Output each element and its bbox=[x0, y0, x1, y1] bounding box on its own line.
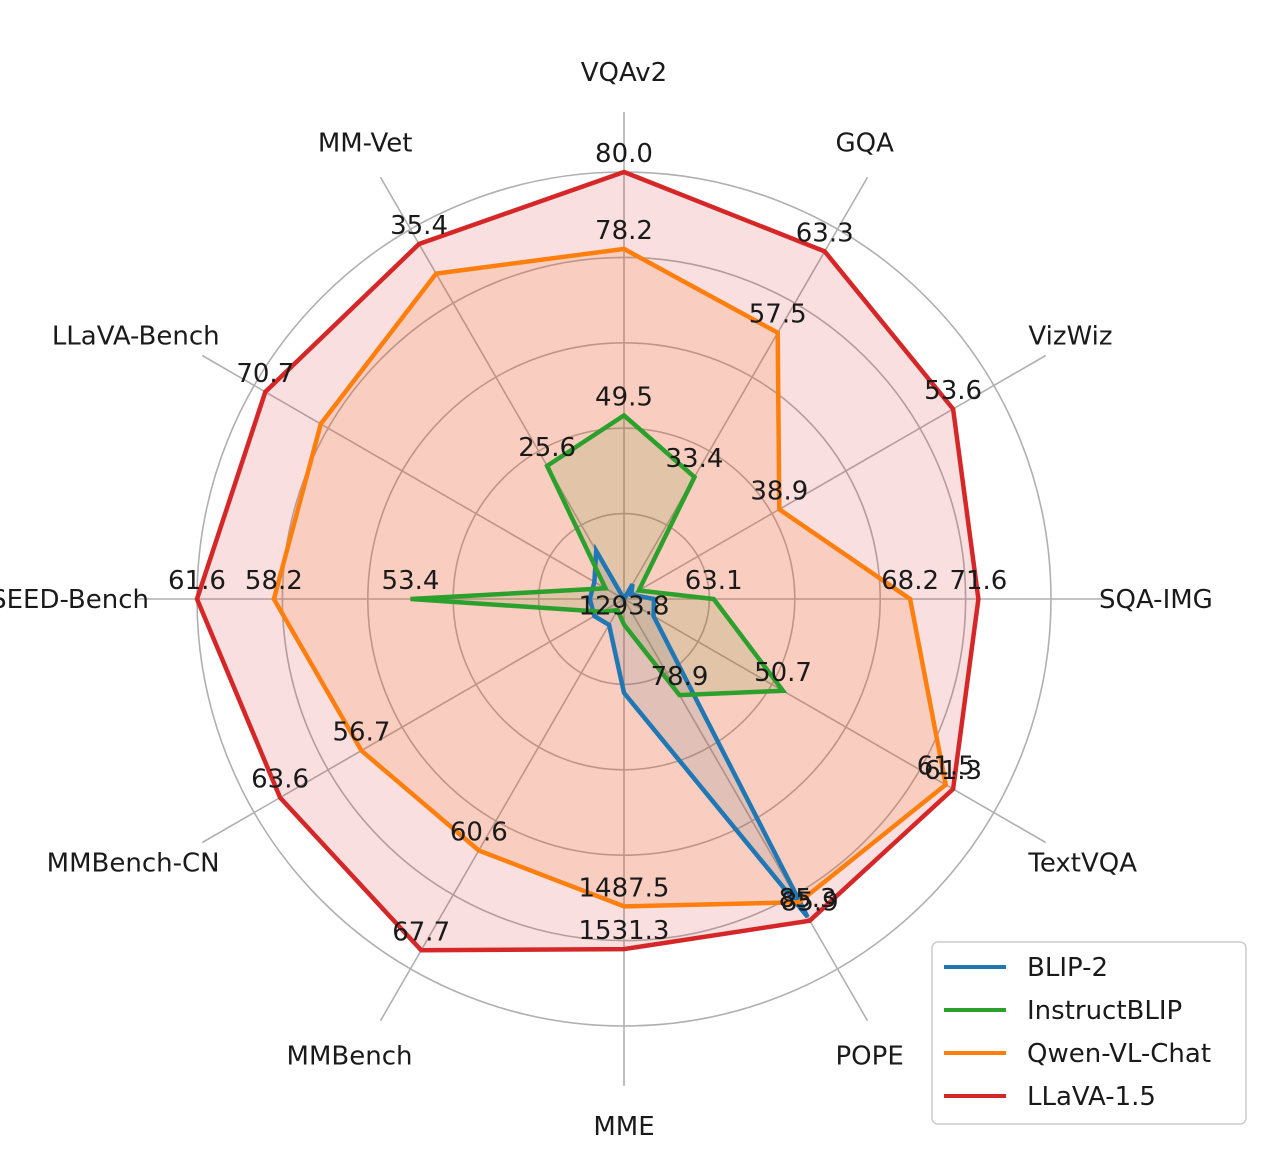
series-line-llava-1-5 bbox=[194, 169, 981, 953]
axis-label-vizwiz: VizWiz bbox=[1028, 322, 1112, 352]
value-label-qwen-vl-chat-textvqa: 61.5 bbox=[917, 752, 975, 782]
value-label-llava-1-5-llava-bench: 70.7 bbox=[236, 359, 294, 389]
value-label-instructblip-sqa-img: 63.1 bbox=[685, 566, 743, 596]
value-label-qwen-vl-chat-mme: 1487.5 bbox=[579, 873, 670, 903]
value-label-qwen-vl-chat-vqav2: 78.2 bbox=[595, 216, 653, 246]
value-label-instructblip-pope: 78.9 bbox=[651, 662, 709, 692]
value-label-qwen-vl-chat-mmbench: 60.6 bbox=[450, 817, 508, 847]
value-label-qwen-vl-chat-gqa: 57.5 bbox=[749, 300, 807, 330]
series-line-qwen-vl-chat bbox=[271, 246, 949, 909]
legend-box bbox=[931, 941, 1247, 1125]
legend-entry-qwen-vl-chat: Qwen-VL-Chat bbox=[944, 1039, 1211, 1069]
axis-label-gqa: GQA bbox=[836, 129, 895, 159]
axis-label-mme: MME bbox=[593, 1112, 654, 1142]
axis-label-pope: POPE bbox=[836, 1041, 904, 1071]
spoke-mmbench-cn bbox=[201, 598, 625, 844]
axis-label-sqa-img: SQA-IMG bbox=[1099, 585, 1213, 615]
value-label-llava-1-5-mmbench-cn: 63.6 bbox=[251, 765, 309, 795]
legend-entry-blip2: BLIP-2 bbox=[944, 953, 1108, 983]
value-label-llava-1-5-mmbench: 67.7 bbox=[392, 917, 450, 947]
axis-labels: VQAv2 GQA VizWiz SQA-IMG TextVQA POPE MME MMBen… bbox=[0, 58, 1213, 1142]
value-label-qwen-vl-chat-sqa-img: 68.2 bbox=[881, 566, 939, 596]
legend: BLIP-2 InstructBLIP Qwen-VL-Chat LLaVA-1… bbox=[931, 941, 1247, 1125]
legend-label-blip2: BLIP-2 bbox=[1027, 953, 1108, 983]
series-line-instructblip bbox=[410, 412, 788, 698]
axis-label-mm-vet: MM-Vet bbox=[318, 129, 413, 159]
value-label-qwen-vl-chat-seed-bench: 58.2 bbox=[245, 566, 303, 596]
value-label-qwen-vl-chat-vizwiz: 38.9 bbox=[750, 476, 808, 506]
legend-entry-llava-1-5: LLaVA-1.5 bbox=[944, 1082, 1156, 1112]
value-label-instructblip-vqav2: 49.5 bbox=[595, 382, 653, 412]
legend-label-qwen-vl-chat: Qwen-VL-Chat bbox=[1027, 1039, 1211, 1069]
spoke-gqa bbox=[623, 176, 869, 600]
spoke-pope bbox=[623, 598, 869, 1022]
series-lines bbox=[194, 169, 981, 953]
legend-label-instructblip: InstructBLIP bbox=[1027, 996, 1182, 1026]
value-label-instructblip-seed-bench: 53.4 bbox=[382, 566, 440, 596]
value-label-llava-1-5-sqa-img: 71.6 bbox=[949, 566, 1007, 596]
value-label-instructblip-mm-vet: 25.6 bbox=[518, 433, 576, 463]
spoke-vizwiz bbox=[623, 354, 1047, 600]
axis-label-mmbench-cn: MMBench-CN bbox=[47, 849, 220, 879]
series-fill-blip-2 bbox=[589, 550, 808, 917]
spoke-mm-vet bbox=[379, 176, 625, 600]
value-labels: 85.3 49.5 33.4 63.1 50.7 78.9 1293.8 53.4 25.6 78… bbox=[168, 139, 1007, 947]
value-label-llava-1-5-gqa: 63.3 bbox=[796, 218, 854, 248]
value-label-instructblip-textvqa: 50.7 bbox=[754, 658, 812, 688]
value-label-llava-1-5-textvqa: 61.3 bbox=[924, 756, 982, 786]
value-label-blip-2-pope: 85.3 bbox=[779, 884, 837, 914]
value-label-instructblip-mme: 1293.8 bbox=[579, 592, 670, 622]
series-line-blip-2 bbox=[587, 543, 810, 919]
spoke-textvqa bbox=[623, 598, 1047, 844]
value-label-instructblip-gqa: 33.4 bbox=[666, 444, 724, 474]
value-label-llava-1-5-seed-bench: 61.6 bbox=[168, 566, 226, 596]
value-label-llava-1-5-mme: 1531.3 bbox=[579, 916, 670, 946]
legend-entry-instructblip: InstructBLIP bbox=[944, 996, 1182, 1026]
axis-label-vqav2: VQAv2 bbox=[581, 58, 667, 88]
value-label-llava-1-5-pope: 85.9 bbox=[781, 888, 839, 918]
value-label-llava-1-5-vizwiz: 53.6 bbox=[924, 376, 982, 406]
legend-label-llava-1-5: LLaVA-1.5 bbox=[1027, 1082, 1156, 1112]
axis-label-textvqa: TextVQA bbox=[1027, 849, 1137, 879]
axis-label-llava-bench: LLaVA-Bench bbox=[52, 322, 220, 352]
spoke-llava-bench bbox=[201, 354, 625, 600]
value-label-qwen-vl-chat-mmbench-cn: 56.7 bbox=[333, 718, 391, 748]
series-fill-llava-1-5 bbox=[197, 172, 979, 951]
value-label-llava-1-5-vqav2: 80.0 bbox=[595, 139, 653, 169]
axis-label-seed-bench: SEED-Bench bbox=[0, 585, 149, 615]
value-label-llava-1-5-mm-vet: 35.4 bbox=[390, 211, 448, 241]
axis-label-mmbench: MMBench bbox=[287, 1041, 413, 1071]
